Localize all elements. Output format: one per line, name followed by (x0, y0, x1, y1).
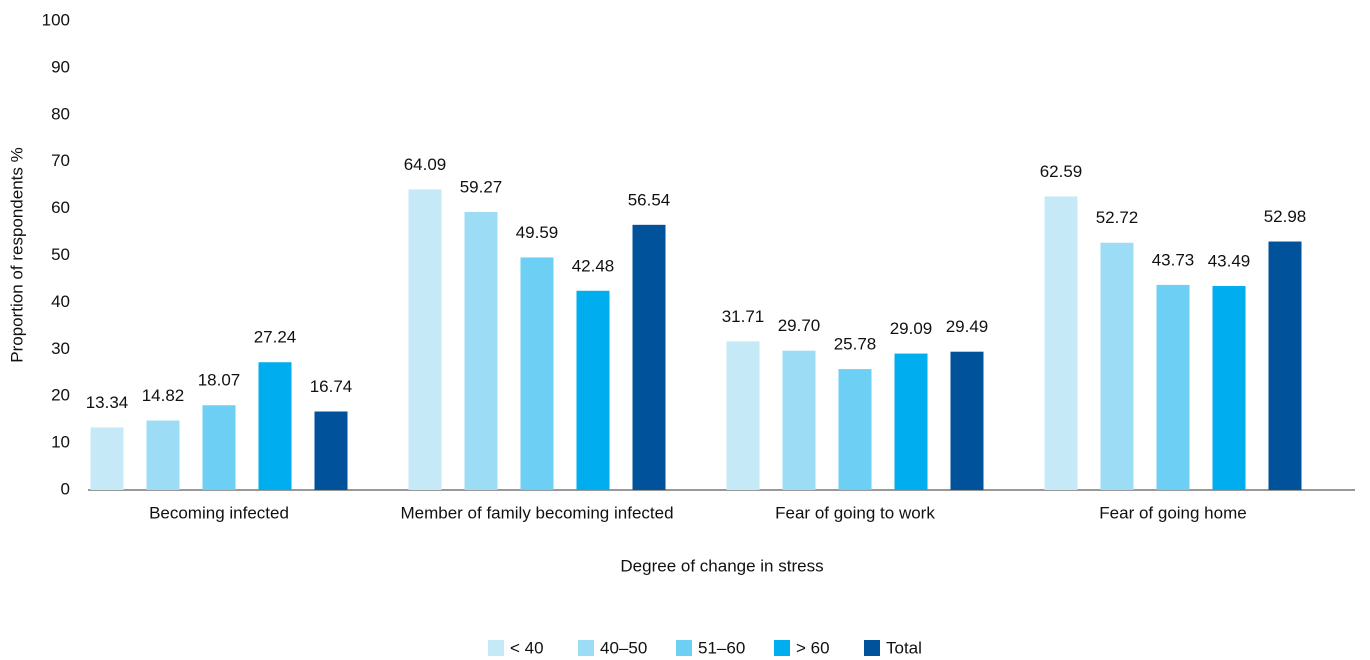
value-label: 14.82 (142, 386, 185, 405)
x-tick-label: Fear of going to work (775, 503, 935, 522)
y-tick-label: 50 (51, 245, 70, 264)
value-label: 59.27 (460, 178, 503, 197)
bar (146, 420, 180, 490)
legend-label: Total (886, 638, 922, 657)
legend-swatch (774, 640, 790, 656)
value-label: 52.98 (1264, 207, 1307, 226)
x-tick-label: Fear of going home (1099, 503, 1246, 522)
bar (314, 411, 348, 490)
value-label: 18.07 (198, 371, 241, 390)
value-label: 52.72 (1096, 208, 1139, 227)
bar (782, 350, 816, 490)
legend-swatch (488, 640, 504, 656)
y-tick-label: 90 (51, 57, 70, 76)
y-tick-label: 10 (51, 433, 70, 452)
bar (838, 369, 872, 490)
legend-label: > 60 (796, 638, 830, 657)
legend-swatch (676, 640, 692, 656)
bar (1268, 241, 1302, 490)
y-tick-label: 100 (42, 10, 70, 29)
legend-swatch (864, 640, 880, 656)
value-label: 64.09 (404, 155, 447, 174)
bar (1100, 242, 1134, 490)
legend-swatch (578, 640, 594, 656)
bar (202, 405, 236, 490)
bar (632, 224, 666, 490)
y-axis-title: Proportion of respondents % (7, 147, 26, 362)
bar (726, 341, 760, 490)
value-label: 43.49 (1208, 252, 1251, 271)
value-label: 29.70 (778, 316, 821, 335)
value-label: 42.48 (572, 256, 615, 275)
bar (576, 290, 610, 490)
bar (520, 257, 554, 490)
bar (950, 351, 984, 490)
value-label: 56.54 (628, 190, 671, 209)
value-label: 29.49 (946, 317, 989, 336)
value-label: 25.78 (834, 335, 877, 354)
y-tick-label: 60 (51, 198, 70, 217)
x-tick-label: Member of family becoming infected (400, 503, 673, 522)
bar (1156, 284, 1190, 490)
value-label: 31.71 (722, 307, 765, 326)
value-label: 43.73 (1152, 250, 1195, 269)
bar (1044, 196, 1078, 491)
bar (408, 189, 442, 490)
value-label: 27.24 (254, 328, 297, 347)
bar (894, 353, 928, 490)
legend-label: 40–50 (600, 638, 647, 657)
y-tick-label: 0 (61, 479, 70, 498)
bar (90, 427, 124, 490)
x-axis-title: Degree of change in stress (620, 556, 823, 575)
y-tick-label: 40 (51, 292, 70, 311)
value-label: 62.59 (1040, 162, 1083, 181)
legend-label: < 40 (510, 638, 544, 657)
y-tick-label: 70 (51, 151, 70, 170)
bar (1212, 286, 1246, 490)
x-tick-label: Becoming infected (149, 503, 289, 522)
value-label: 29.09 (890, 319, 933, 338)
value-label: 49.59 (516, 223, 559, 242)
bar (464, 212, 498, 491)
value-label: 16.74 (310, 377, 353, 396)
legend-label: 51–60 (698, 638, 745, 657)
y-tick-label: 30 (51, 339, 70, 358)
y-tick-label: 80 (51, 104, 70, 123)
bar (258, 362, 292, 490)
value-label: 13.34 (86, 393, 129, 412)
y-tick-label: 20 (51, 386, 70, 405)
